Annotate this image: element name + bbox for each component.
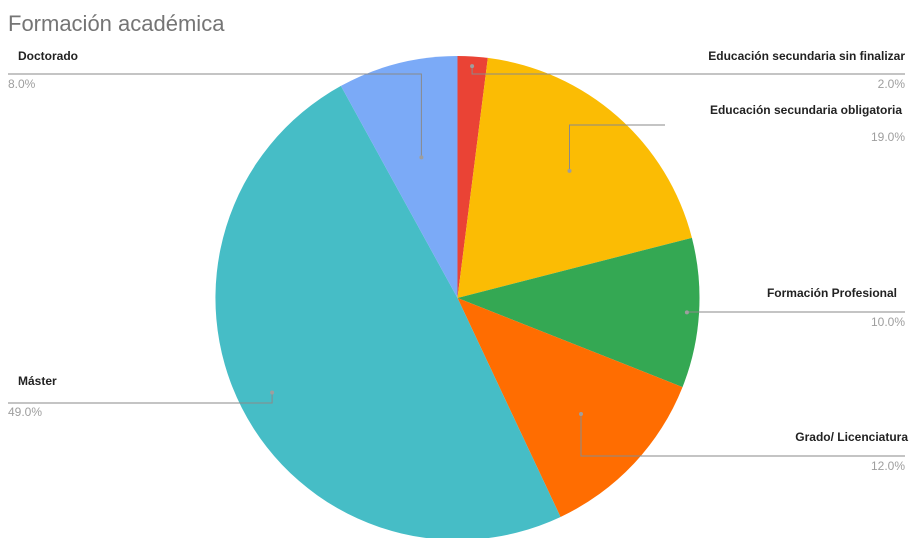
leader-dot-0 [470,64,475,69]
slice-label-1: Educación secundaria obligatoria [710,103,902,117]
chart-title: Formación académica [8,11,225,36]
leader-line-5 [8,73,422,158]
pie-slice-0[interactable] [457,56,488,298]
slice-label-0: Educación secundaria sin finalizar [708,49,905,63]
leader-line-4 [8,392,273,404]
slice-percent-2: 10.0% [871,315,905,329]
leader-dot-5 [419,155,424,160]
leader-line-0 [471,66,905,75]
slice-label-2: Formación Profesional [767,286,897,300]
leader-dot-1 [567,168,572,173]
slice-percent-5: 8.0% [8,77,36,91]
slice-labels: Educación secundaria sin finalizar 2.0% Ed… [8,49,908,473]
slice-label-4: Máster [18,374,57,388]
slice-percent-0: 2.0% [878,77,906,91]
leader-dot-3 [579,412,583,416]
pie-slice-4[interactable] [215,85,561,538]
leader-dot-4 [270,390,275,395]
pie-slice-2[interactable] [457,237,700,388]
pie-slice-1[interactable] [457,57,692,298]
slice-percent-4: 49.0% [8,405,42,419]
slice-label-3: Grado/ Licenciatura [795,430,908,444]
leader-line-3 [580,414,905,457]
leader-dot-2 [684,310,689,315]
pie-slice-3[interactable] [457,298,683,517]
slice-percent-1: 19.0% [871,130,905,144]
slice-percent-3: 12.0% [871,459,905,473]
pie-slices [215,56,700,538]
slice-label-5: Doctorado [18,49,78,63]
pie-slice-5[interactable] [340,56,458,298]
leader-line-1 [569,124,665,171]
